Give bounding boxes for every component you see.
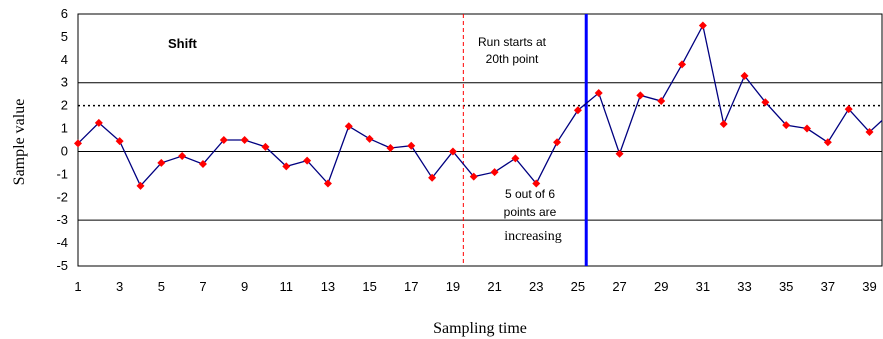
data-point [74,139,82,148]
data-point [657,97,666,106]
x-tick-label: 31 [696,279,710,294]
run-start-annotation-line1: Run starts at [478,35,547,49]
data-point [136,181,145,190]
y-tick-label: -1 [56,166,68,181]
data-point [490,168,499,177]
data-point [698,21,707,30]
data-point [344,122,353,131]
data-point [261,142,270,151]
increasing-annotation-line1: 5 out of 6 [505,187,555,201]
x-tick-label: 19 [446,279,460,294]
x-tick-label: 1 [74,279,81,294]
x-tick-labels: 1 3 5 7 9 11 13 15 17 19 21 23 25 27 29 31 33 35 37 39 [74,279,876,294]
data-point [823,138,832,147]
data-point [469,172,478,181]
x-tick-label: 23 [529,279,543,294]
data-point [386,144,395,153]
data-point [323,179,332,188]
data-point [740,71,749,80]
series-line [77,23,883,187]
data-point [365,134,374,143]
y-tick-label: -2 [56,189,68,204]
panel-label: Shift [168,36,198,51]
data-point [532,179,541,188]
x-tick-label: 27 [612,279,626,294]
data-point [219,136,228,144]
data-point [240,136,249,144]
data-point [761,98,770,107]
data-point [719,119,728,128]
y-tick-label: 6 [61,6,68,21]
y-tick-label: -3 [56,212,68,227]
x-axis-title: Sampling time [433,320,527,337]
x-tick-label: 11 [280,279,294,294]
plot-area [77,13,883,267]
data-point [803,124,812,133]
data-point [448,147,457,156]
data-point [553,138,562,147]
run-start-annotation-line2: 20th point [486,52,539,66]
y-tick-label: 0 [61,143,68,158]
x-tick-label: 33 [737,279,751,294]
data-point [157,158,166,167]
x-tick-label: 7 [199,279,206,294]
increasing-annotation-line2: points are [504,205,557,219]
series-group [74,21,883,190]
x-tick-label: 9 [241,279,248,294]
x-tick-label: 21 [487,279,501,294]
data-point [594,89,603,98]
data-point [428,173,437,182]
y-tick-labels: 6 5 4 3 2 1 0 -1 -2 -3 -4 -5 [56,6,68,273]
y-tick-label: -5 [56,258,68,273]
y-tick-label: 4 [61,52,68,67]
data-point [511,154,520,163]
data-point [865,127,874,136]
y-tick-label: 3 [61,75,68,90]
data-point [115,137,124,146]
vertical-markers [462,14,588,266]
x-tick-label: 35 [779,279,793,294]
data-point [782,121,791,130]
x-tick-label: 5 [158,279,165,294]
x-tick-label: 13 [321,279,335,294]
data-point [303,156,312,165]
data-point [573,106,582,115]
x-tick-label: 15 [362,279,376,294]
data-point [407,141,416,150]
x-tick-label: 39 [862,279,876,294]
reference-lines [78,82,882,221]
data-point [94,118,103,127]
x-tick-label: 29 [654,279,668,294]
data-point [615,149,624,158]
x-tick-label: 17 [404,279,418,294]
data-point [178,152,187,161]
x-tick-label: 3 [116,279,123,294]
increasing-annotation-line3: increasing [504,229,562,244]
x-tick-label: 25 [571,279,585,294]
y-tick-label: 5 [61,29,68,44]
y-tick-label: 1 [61,121,68,136]
data-point [678,60,687,69]
data-point [844,105,853,114]
y-tick-label: 2 [61,98,68,113]
data-point [636,91,645,100]
data-point [198,160,207,169]
data-point [282,162,291,171]
y-axis-title: Sample value [11,99,28,186]
y-tick-label: -4 [56,235,68,250]
x-tick-label: 37 [821,279,835,294]
